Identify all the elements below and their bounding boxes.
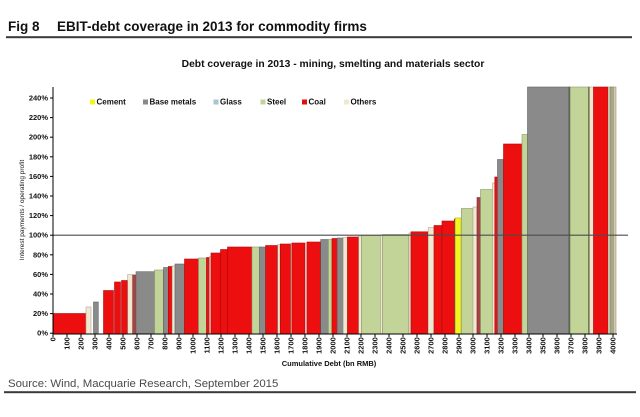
svg-text:3200: 3200	[497, 337, 506, 354]
svg-text:2400: 2400	[385, 337, 394, 354]
svg-text:220%: 220%	[29, 113, 49, 122]
svg-text:1500: 1500	[259, 337, 268, 354]
svg-text:3300: 3300	[511, 337, 520, 354]
svg-text:3900: 3900	[595, 337, 604, 354]
svg-text:3400: 3400	[525, 337, 534, 354]
svg-text:2600: 2600	[413, 337, 422, 354]
svg-text:3100: 3100	[483, 337, 492, 354]
svg-text:3500: 3500	[539, 337, 548, 354]
svg-text:500: 500	[119, 337, 128, 350]
svg-text:0: 0	[49, 337, 58, 341]
svg-text:Cumulative Debt (bn RMB): Cumulative Debt (bn RMB)	[282, 359, 377, 368]
svg-text:1400: 1400	[245, 337, 254, 354]
svg-text:600: 600	[133, 337, 142, 350]
svg-text:300: 300	[91, 337, 100, 350]
svg-text:1600: 1600	[273, 337, 282, 354]
svg-text:3700: 3700	[567, 337, 576, 354]
svg-text:2700: 2700	[427, 337, 436, 354]
svg-text:2000: 2000	[329, 337, 338, 354]
svg-text:800: 800	[161, 337, 170, 350]
svg-text:2900: 2900	[455, 337, 464, 354]
svg-text:Coal: Coal	[309, 98, 326, 107]
svg-text:400: 400	[105, 337, 114, 350]
svg-text:Source: Wind, Macquarie Resear: Source: Wind, Macquarie Research, Septem…	[8, 378, 278, 390]
svg-text:Others: Others	[351, 98, 377, 107]
svg-text:EBIT-debt coverage in 2013 for: EBIT-debt coverage in 2013 for commodity…	[57, 19, 367, 34]
svg-text:200%: 200%	[29, 133, 49, 142]
svg-text:2800: 2800	[441, 337, 450, 354]
svg-text:1700: 1700	[287, 337, 296, 354]
svg-text:3600: 3600	[553, 337, 562, 354]
svg-text:Fig 8: Fig 8	[8, 19, 40, 34]
svg-text:240%: 240%	[29, 94, 49, 103]
svg-text:40%: 40%	[33, 290, 48, 299]
svg-text:140%: 140%	[29, 192, 49, 201]
svg-text:160%: 160%	[29, 172, 49, 181]
svg-text:900: 900	[175, 337, 184, 350]
svg-text:100%: 100%	[29, 231, 49, 240]
svg-text:2100: 2100	[343, 337, 352, 354]
svg-text:4000: 4000	[609, 337, 618, 354]
svg-text:1100: 1100	[203, 337, 212, 353]
svg-text:80%: 80%	[33, 250, 48, 259]
svg-text:60%: 60%	[33, 270, 48, 279]
svg-text:1300: 1300	[231, 337, 240, 354]
svg-text:3000: 3000	[469, 337, 478, 354]
svg-text:Debt coverage in 2013 - mining: Debt coverage in 2013 - mining, smelting…	[182, 59, 485, 70]
svg-text:180%: 180%	[29, 152, 49, 161]
svg-text:200: 200	[77, 337, 86, 350]
svg-text:1900: 1900	[315, 337, 324, 354]
svg-text:3800: 3800	[581, 337, 590, 354]
svg-text:Base metals: Base metals	[150, 98, 197, 107]
svg-text:2500: 2500	[399, 337, 408, 354]
svg-text:120%: 120%	[29, 211, 49, 220]
svg-text:1200: 1200	[217, 337, 226, 354]
svg-text:100: 100	[63, 337, 72, 350]
svg-text:Steel: Steel	[267, 98, 286, 107]
svg-text:Cement: Cement	[97, 98, 127, 107]
svg-text:20%: 20%	[33, 309, 48, 318]
svg-text:0%: 0%	[37, 329, 48, 338]
svg-text:2300: 2300	[371, 337, 380, 354]
svg-text:Interest payments / operating: Interest payments / operating profit	[19, 160, 26, 261]
svg-text:Glass: Glass	[220, 98, 242, 107]
svg-text:1800: 1800	[301, 337, 310, 354]
svg-text:2200: 2200	[357, 337, 366, 354]
svg-text:700: 700	[147, 337, 156, 350]
svg-text:1000: 1000	[189, 337, 198, 354]
